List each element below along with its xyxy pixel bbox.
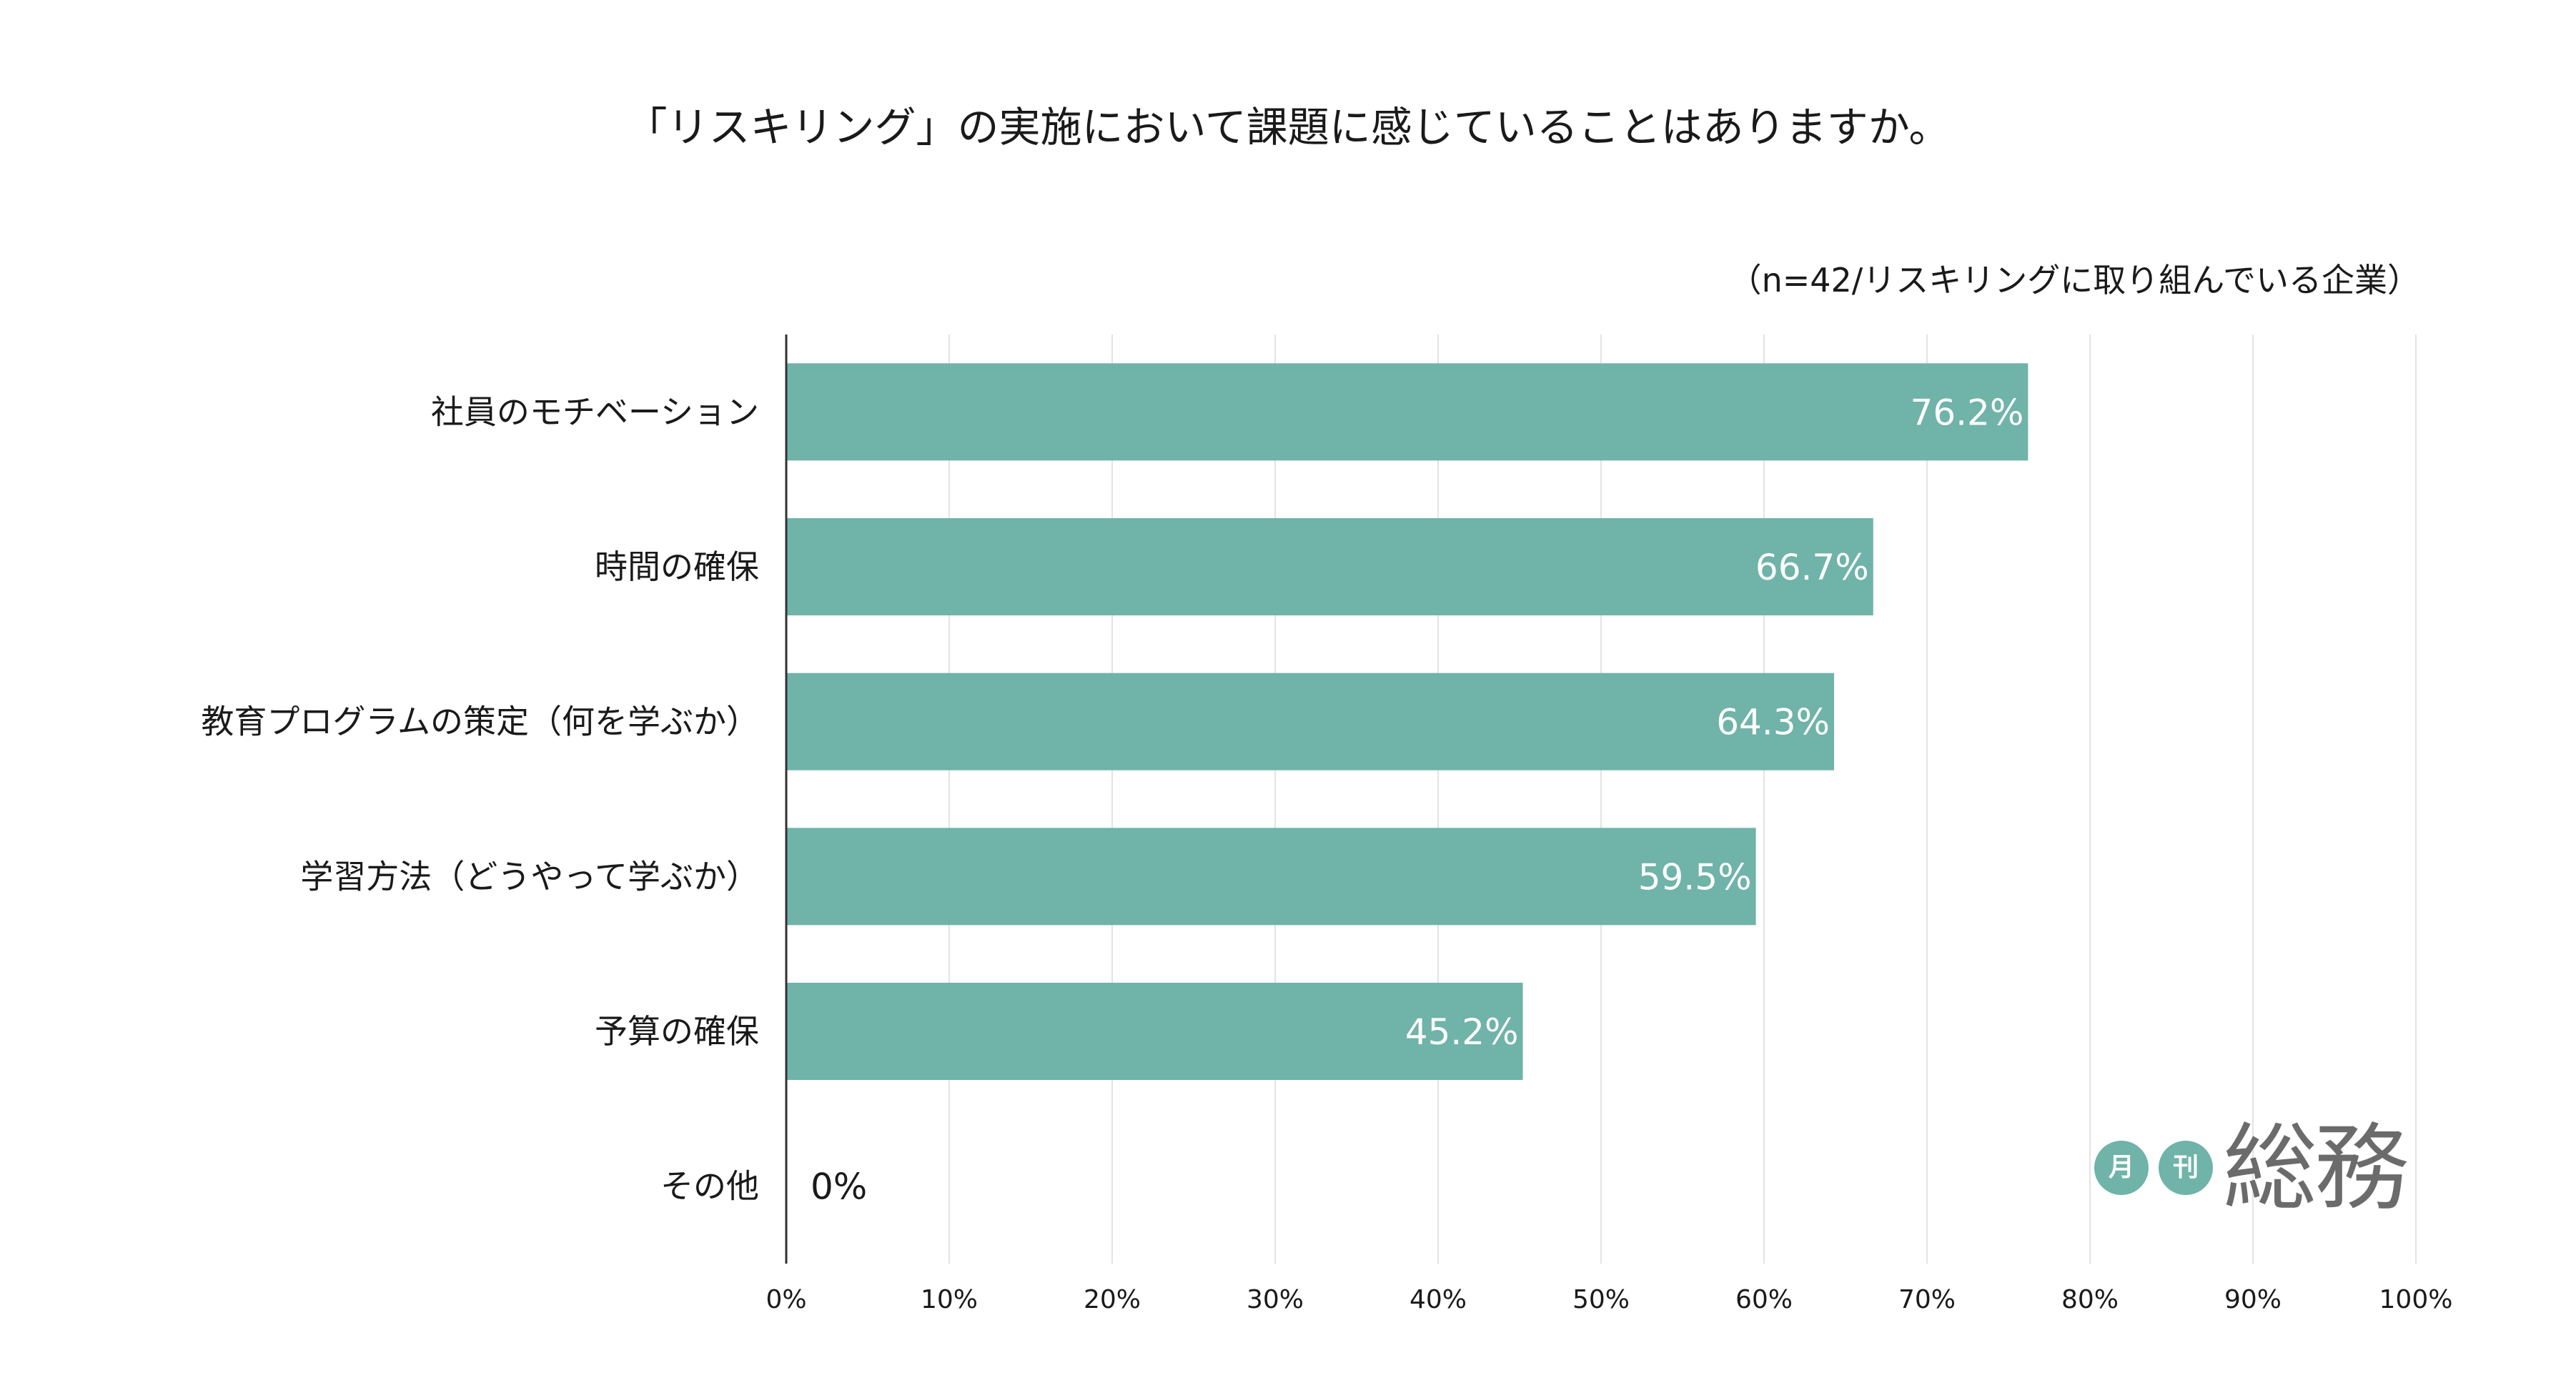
category-label: 学習方法（どうやって学ぶか） bbox=[300, 857, 759, 896]
x-tick-label: 80% bbox=[2061, 1285, 2119, 1314]
logo-circle-kan: 刊 bbox=[2159, 1141, 2213, 1195]
x-tick-label: 60% bbox=[1735, 1285, 1793, 1314]
data-label: 66.7% bbox=[1755, 547, 1869, 588]
data-label: 45.2% bbox=[1405, 1011, 1519, 1053]
data-label: 59.5% bbox=[1638, 856, 1752, 898]
data-label: 76.2% bbox=[1911, 392, 2024, 433]
bars bbox=[786, 363, 2028, 1080]
bar bbox=[786, 673, 1835, 770]
data-label: 64.3% bbox=[1716, 702, 1830, 743]
x-tick-label: 40% bbox=[1410, 1285, 1467, 1314]
grid-lines bbox=[948, 334, 2417, 1264]
x-tick-label: 50% bbox=[1572, 1285, 1630, 1314]
category-label: 社員のモチベーション bbox=[431, 392, 759, 431]
category-label: 予算の確保 bbox=[595, 1012, 759, 1051]
bar bbox=[786, 518, 1873, 615]
logo: 月 刊 総務 bbox=[2094, 1115, 2409, 1229]
x-tick-labels: 0% 10% 20% 30% 40% 50% 60% 70% 80% 90% 100% bbox=[766, 1285, 2452, 1314]
data-label: 0% bbox=[811, 1166, 867, 1208]
category-label: その他 bbox=[660, 1167, 759, 1206]
x-tick-label: 0% bbox=[766, 1285, 806, 1314]
x-tick-label: 90% bbox=[2224, 1285, 2282, 1314]
bar bbox=[786, 363, 2028, 461]
x-tick-label: 100% bbox=[2379, 1285, 2453, 1314]
category-label: 時間の確保 bbox=[595, 547, 759, 586]
chart-title: 「リスキリング」の実施において課題に感じていることはありますか。 bbox=[625, 103, 1951, 152]
x-tick-label: 30% bbox=[1247, 1285, 1304, 1314]
x-tick-label: 10% bbox=[921, 1285, 978, 1314]
logo-circle-tsuki: 月 bbox=[2094, 1141, 2149, 1195]
data-labels: 76.2% 66.7% 64.3% 59.5% 45.2% 0% bbox=[811, 392, 2023, 1207]
x-tick-label: 20% bbox=[1084, 1285, 1141, 1314]
bar bbox=[786, 828, 1756, 926]
bar bbox=[786, 983, 1523, 1080]
logo-text: 総務 bbox=[2223, 1114, 2409, 1224]
chart-subtitle: （n=42/リスキリングに取り組んでいる企業） bbox=[1728, 261, 2420, 299]
category-label: 教育プログラムの策定（何を学ぶか） bbox=[201, 703, 759, 741]
x-tick-label: 70% bbox=[1898, 1285, 1956, 1314]
